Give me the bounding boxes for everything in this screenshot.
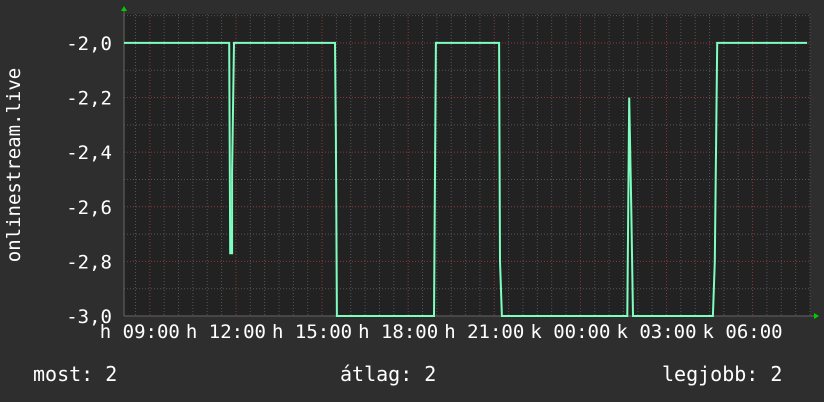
- series-line: [124, 41, 808, 317]
- y-tick-label: -2,6: [66, 197, 112, 219]
- x-axis-arrow-icon: [814, 313, 819, 319]
- x-tick-label: h 12:00: [186, 321, 266, 343]
- y-tick-label: -2,2: [66, 88, 112, 110]
- y-tick-label: -3,0: [66, 306, 112, 328]
- x-tick-label: k 03:00: [616, 321, 696, 343]
- x-tick-label: k 06:00: [703, 321, 783, 343]
- y-tick-label: -2,8: [66, 251, 112, 273]
- stat-average: átlag: 2: [340, 362, 437, 386]
- plot-area: [124, 14, 810, 316]
- x-tick-label: k 00:00: [530, 321, 610, 343]
- y-axis-arrow-icon: [121, 6, 127, 11]
- y-axis-label: onlinestream.live: [3, 68, 25, 262]
- x-tick-label: h 18:00: [358, 321, 438, 343]
- stat-max: legjobb: 2: [662, 362, 783, 386]
- x-tick-label: h 21:00: [444, 321, 524, 343]
- stat-current: most: 2: [33, 362, 118, 386]
- y-tick-label: -2,4: [66, 142, 112, 164]
- x-tick-label: h 15:00: [272, 321, 352, 343]
- x-tick-label: h 09:00: [100, 321, 180, 343]
- y-tick-label: -2,0: [66, 33, 112, 55]
